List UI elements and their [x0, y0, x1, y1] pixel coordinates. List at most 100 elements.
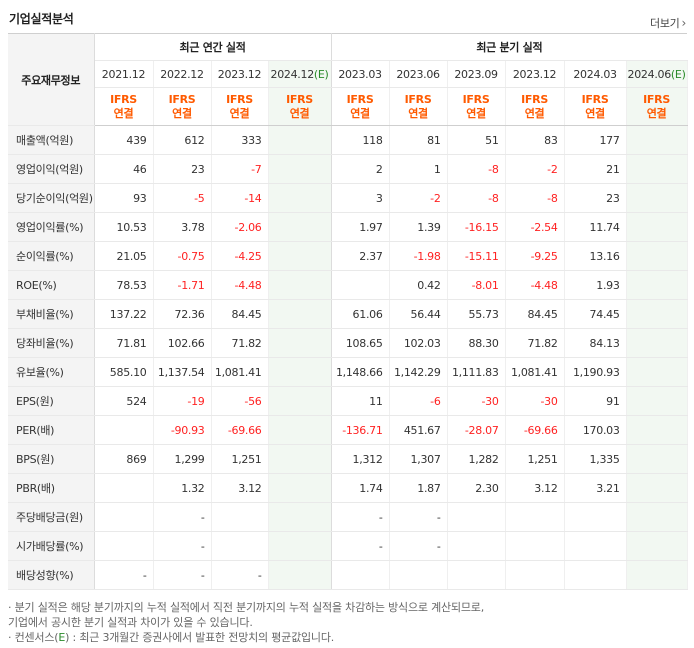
- quarter-ifrs-4: IFRS 연결: [564, 87, 627, 126]
- chevron-right-icon: ›: [681, 16, 687, 30]
- cell-annual-2: -69.66: [211, 415, 269, 445]
- cell-quarter-0: -: [331, 502, 390, 532]
- cell-annual-3: [268, 270, 332, 300]
- table-row: 주당배당금(원) - - -: [8, 502, 688, 532]
- cell-annual-3: [268, 560, 332, 590]
- cell-quarter-0: 1.97: [331, 212, 390, 242]
- table-row: PBR(배) 1.32 3.12 1.74 1.87 2.30 3.12 3.21: [8, 473, 688, 503]
- cell-quarter-1: 451.67: [389, 415, 448, 445]
- cell-annual-3: [268, 212, 332, 242]
- cell-quarter-3: 83: [505, 125, 565, 155]
- table-row: 당기순이익(억원) 93 -5 -14 3 -2 -8 -8 23: [8, 183, 688, 213]
- cell-quarter-0: -136.71: [331, 415, 390, 445]
- cell-annual-0: 137.22: [94, 299, 154, 329]
- cell-annual-2: -4.48: [211, 270, 269, 300]
- cell-annual-2: -7: [211, 154, 269, 184]
- cell-quarter-4: [564, 502, 627, 532]
- row-label: EPS(원): [8, 386, 95, 416]
- row-label: 부채비율(%): [8, 299, 95, 329]
- cell-quarter-2: 51: [447, 125, 506, 155]
- cell-annual-1: -0.75: [153, 241, 212, 271]
- cell-quarter-5: [626, 502, 688, 532]
- financial-table: 주요재무정보 최근 연간 실적 최근 분기 실적 2021.12 2022.12 2023…: [8, 33, 688, 590]
- cell-quarter-5: [626, 386, 688, 416]
- cell-quarter-4: 1,335: [564, 444, 627, 474]
- cell-quarter-5: [626, 473, 688, 503]
- cell-quarter-3: 84.45: [505, 299, 565, 329]
- cell-annual-2: 1,081.41: [211, 357, 269, 387]
- row-label-header: 주요재무정보: [8, 33, 95, 126]
- table-row: 시가배당률(%) - - -: [8, 531, 688, 561]
- cell-quarter-2: [447, 560, 506, 590]
- cell-quarter-1: -: [389, 531, 448, 561]
- cell-annual-0: -: [94, 560, 154, 590]
- cell-annual-3: [268, 241, 332, 271]
- cell-quarter-0: 2: [331, 154, 390, 184]
- footnote-3: · 컨센서스(E) : 최근 3개월간 증권사에서 발표한 전망치의 평균값입니…: [8, 631, 335, 644]
- cell-annual-0: 21.05: [94, 241, 154, 271]
- cell-annual-1: 3.78: [153, 212, 212, 242]
- cell-quarter-4: 91: [564, 386, 627, 416]
- cell-annual-0: 93: [94, 183, 154, 213]
- table-row: 유보율(%) 585.10 1,137.54 1,081.41 1,148.66 1,14…: [8, 357, 688, 387]
- cell-annual-1: 1,299: [153, 444, 212, 474]
- cell-quarter-0: [331, 560, 390, 590]
- cell-annual-2: 1,251: [211, 444, 269, 474]
- annual-ifrs-0: IFRS 연결: [94, 87, 154, 126]
- estimate-mark: (E): [313, 67, 329, 81]
- row-label: PER(배): [8, 415, 95, 445]
- cell-quarter-1: 56.44: [389, 299, 448, 329]
- estimate-mark: (E): [670, 67, 686, 81]
- cell-quarter-1: 1,307: [389, 444, 448, 474]
- cell-quarter-5: [626, 241, 688, 271]
- quarter-period-0: 2023.03: [331, 60, 390, 88]
- cell-quarter-3: 3.12: [505, 473, 565, 503]
- cell-annual-2: [211, 531, 269, 561]
- cell-quarter-2: [447, 531, 506, 561]
- row-label: 영업이익(억원): [8, 154, 95, 184]
- cell-quarter-3: -4.48: [505, 270, 565, 300]
- annual-period-2: 2023.12: [211, 60, 269, 88]
- cell-quarter-1: 102.03: [389, 328, 448, 358]
- cell-quarter-3: -9.25: [505, 241, 565, 271]
- cell-quarter-4: [564, 531, 627, 561]
- cell-annual-3: [268, 386, 332, 416]
- row-label: 순이익률(%): [8, 241, 95, 271]
- cell-quarter-2: -28.07: [447, 415, 506, 445]
- cell-quarter-3: [505, 502, 565, 532]
- cell-quarter-2: 55.73: [447, 299, 506, 329]
- cell-annual-0: [94, 531, 154, 561]
- table-row: 당좌비율(%) 71.81 102.66 71.82 108.65 102.03 88.30…: [8, 328, 688, 358]
- cell-quarter-4: 3.21: [564, 473, 627, 503]
- row-label: BPS(원): [8, 444, 95, 474]
- cell-quarter-3: [505, 531, 565, 561]
- cell-annual-3: [268, 502, 332, 532]
- cell-annual-0: 439: [94, 125, 154, 155]
- annual-ifrs-2: IFRS 연결: [211, 87, 269, 126]
- cell-quarter-5: [626, 270, 688, 300]
- cell-quarter-5: [626, 531, 688, 561]
- cell-quarter-3: 71.82: [505, 328, 565, 358]
- cell-annual-1: -: [153, 531, 212, 561]
- quarter-period-4: 2024.03: [564, 60, 627, 88]
- cell-annual-2: 71.82: [211, 328, 269, 358]
- estimate-mark: E: [58, 631, 66, 644]
- cell-annual-1: 23: [153, 154, 212, 184]
- more-link[interactable]: 더보기 ›: [650, 15, 686, 31]
- cell-quarter-0: 1,148.66: [331, 357, 390, 387]
- cell-quarter-1: [389, 560, 448, 590]
- cell-annual-2: -2.06: [211, 212, 269, 242]
- table-row: EPS(원) 524 -19 -56 11 -6 -30 -30 91: [8, 386, 688, 416]
- cell-annual-3: [268, 154, 332, 184]
- quarter-ifrs-5: IFRS 연결: [626, 87, 688, 126]
- table-row: 배당성향(%) - - -: [8, 560, 688, 590]
- cell-annual-0: 524: [94, 386, 154, 416]
- cell-quarter-5: [626, 357, 688, 387]
- annual-ifrs-1: IFRS 연결: [153, 87, 212, 126]
- cell-annual-2: 3.12: [211, 473, 269, 503]
- table-row: 영업이익률(%) 10.53 3.78 -2.06 1.97 1.39 -16.15 -2.5…: [8, 212, 688, 242]
- footnote-2: 기업에서 공시한 분기 실적과 차이가 있을 수 있습니다.: [8, 616, 253, 629]
- table-row: 순이익률(%) 21.05 -0.75 -4.25 2.37 -1.98 -15.11 -9.…: [8, 241, 688, 271]
- cell-quarter-1: -1.98: [389, 241, 448, 271]
- cell-annual-3: [268, 125, 332, 155]
